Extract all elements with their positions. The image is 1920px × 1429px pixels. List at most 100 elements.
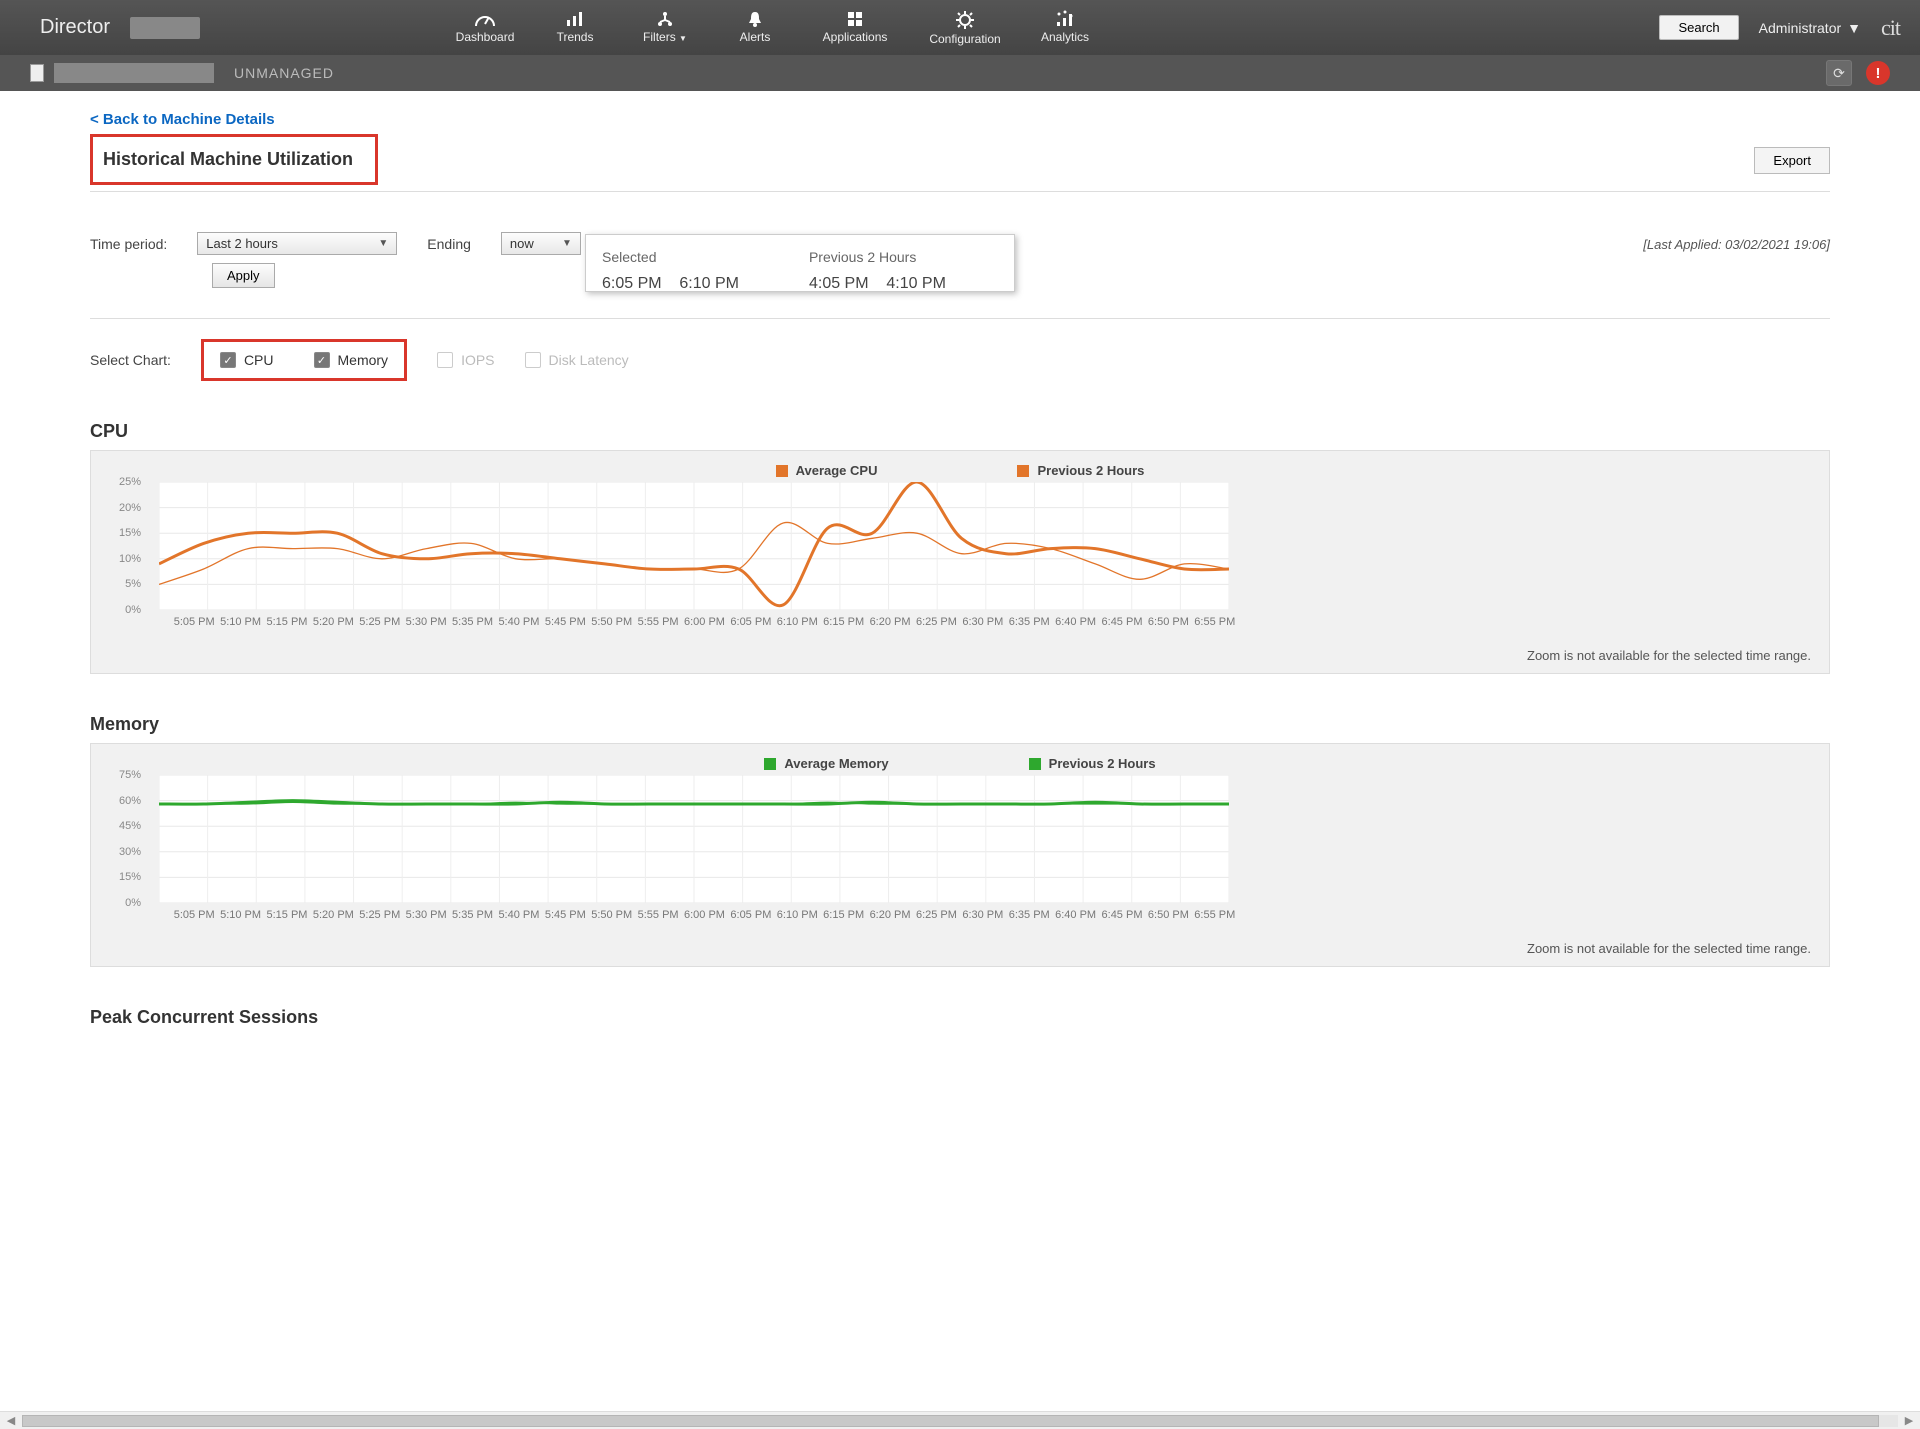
cpu-legend-2: Previous 2 Hours xyxy=(1037,463,1144,478)
caret-down-icon: ▼ xyxy=(562,238,572,249)
x-tick-label: 6:10 PM xyxy=(774,909,820,921)
checkbox-memory[interactable]: ✓ Memory xyxy=(314,352,389,368)
scroll-right-icon[interactable]: ▶ xyxy=(1902,1414,1916,1428)
nav-label: Dashboard xyxy=(456,30,515,44)
x-tick-label: 6:25 PM xyxy=(913,616,959,628)
top-right-group: Search Administrator ▼ cit xyxy=(1659,15,1900,41)
x-tick-label: 5:05 PM xyxy=(171,909,217,921)
x-tick-label: 5:50 PM xyxy=(589,909,635,921)
x-tick-label: 5:05 PM xyxy=(171,616,217,628)
cpu-plot[interactable] xyxy=(159,482,1229,610)
nav-label: Configuration xyxy=(929,32,1000,46)
legend-swatch xyxy=(764,758,776,770)
ending-value: now xyxy=(510,236,534,251)
scroll-left-icon[interactable]: ◀ xyxy=(4,1414,18,1428)
back-link[interactable]: < Back to Machine Details xyxy=(90,111,275,128)
alert-indicator[interactable]: ! xyxy=(1866,61,1890,85)
y-tick-label: 0% xyxy=(105,604,141,616)
x-tick-label: 5:25 PM xyxy=(357,616,403,628)
nav-icon xyxy=(710,10,800,28)
check-icon: ✓ xyxy=(437,352,453,368)
x-tick-label: 5:35 PM xyxy=(449,616,495,628)
x-tick-label: 5:55 PM xyxy=(635,616,681,628)
nav-label: Trends xyxy=(557,30,594,44)
checkbox-iops: ✓ IOPS xyxy=(437,352,494,368)
x-tick-label: 6:25 PM xyxy=(913,909,959,921)
export-button[interactable]: Export xyxy=(1754,147,1830,174)
x-tick-label: 5:15 PM xyxy=(264,909,310,921)
x-tick-label: 6:45 PM xyxy=(1099,909,1145,921)
top-nav: Dashboard Trends Filters ▼ AlertsApplicatio… xyxy=(440,6,1110,50)
checkbox-iops-label: IOPS xyxy=(461,352,494,368)
time-period-select[interactable]: Last 2 hours ▼ xyxy=(197,232,397,255)
peak-sessions-title: Peak Concurrent Sessions xyxy=(90,1007,1830,1028)
x-tick-label: 6:50 PM xyxy=(1145,909,1191,921)
cpu-legend-1: Average CPU xyxy=(796,463,878,478)
x-tick-label: 6:10 PM xyxy=(774,616,820,628)
nav-configuration[interactable]: Configuration xyxy=(910,6,1020,50)
x-tick-label: 5:10 PM xyxy=(217,616,263,628)
divider xyxy=(90,318,1830,319)
x-tick-label: 5:40 PM xyxy=(496,616,542,628)
horizontal-scrollbar[interactable]: ◀ ▶ xyxy=(0,1411,1920,1429)
x-tick-label: 6:30 PM xyxy=(960,909,1006,921)
nav-label: Analytics xyxy=(1041,30,1089,44)
brand-logo-box xyxy=(130,17,200,39)
exclamation-icon: ! xyxy=(1876,65,1881,82)
apply-button[interactable]: Apply xyxy=(212,263,275,288)
nav-trends[interactable]: Trends xyxy=(530,6,620,50)
x-tick-label: 6:00 PM xyxy=(681,909,727,921)
nav-icon xyxy=(800,10,910,28)
x-tick-label: 5:30 PM xyxy=(403,909,449,921)
time-period-value: Last 2 hours xyxy=(206,236,278,251)
y-tick-label: 75% xyxy=(105,769,141,781)
y-tick-label: 15% xyxy=(105,527,141,539)
nav-dashboard[interactable]: Dashboard xyxy=(440,6,530,50)
popup-selected-label: Selected xyxy=(602,249,739,265)
ending-label: Ending xyxy=(427,236,471,252)
ending-select[interactable]: now ▼ xyxy=(501,232,581,255)
nav-icon xyxy=(530,10,620,28)
nav-analytics[interactable]: Analytics xyxy=(1020,6,1110,50)
x-tick-label: 5:20 PM xyxy=(310,616,356,628)
y-tick-label: 0% xyxy=(105,897,141,909)
memory-legend: Average Memory Previous 2 Hours xyxy=(105,756,1815,771)
legend-swatch xyxy=(776,465,788,477)
x-tick-label: 6:50 PM xyxy=(1145,616,1191,628)
machine-sub-bar: UNMANAGED ⟳ ! xyxy=(0,55,1920,91)
x-tick-label: 5:45 PM xyxy=(542,909,588,921)
scroll-track[interactable] xyxy=(22,1415,1898,1427)
scroll-thumb[interactable] xyxy=(22,1415,1879,1427)
y-tick-label: 20% xyxy=(105,502,141,514)
x-tick-label: 6:15 PM xyxy=(820,909,866,921)
popup-sel-time-1: 6:05 PM xyxy=(602,275,662,292)
refresh-button[interactable]: ⟳ xyxy=(1826,60,1852,86)
check-icon: ✓ xyxy=(525,352,541,368)
top-bar: Director DashboardTrendsFilters ▼AlertsA… xyxy=(0,0,1920,55)
time-period-label: Time period: xyxy=(90,236,167,252)
x-tick-label: 6:40 PM xyxy=(1052,909,1098,921)
nav-filters[interactable]: Filters ▼ xyxy=(620,6,710,50)
page-title: Historical Machine Utilization xyxy=(90,134,378,185)
popup-prev-time-1: 4:05 PM xyxy=(809,275,869,292)
nav-label: Filters ▼ xyxy=(643,30,687,44)
x-tick-label: 5:30 PM xyxy=(403,616,449,628)
x-tick-label: 5:10 PM xyxy=(217,909,263,921)
brand-name: Director xyxy=(40,16,110,39)
checkbox-cpu[interactable]: ✓ CPU xyxy=(220,352,274,368)
nav-icon xyxy=(1020,10,1110,28)
memory-plot[interactable] xyxy=(159,775,1229,903)
nav-applications[interactable]: Applications xyxy=(800,6,910,50)
nav-alerts[interactable]: Alerts xyxy=(710,6,800,50)
search-button[interactable]: Search xyxy=(1659,15,1738,40)
time-compare-popup: Selected 6:05 PM 6:10 PM Previous 2 Hour… xyxy=(585,234,1015,292)
x-tick-label: 5:55 PM xyxy=(635,909,681,921)
y-tick-label: 45% xyxy=(105,820,141,832)
memory-chart-title: Memory xyxy=(90,714,1830,735)
nav-icon xyxy=(620,10,710,28)
admin-dropdown[interactable]: Administrator ▼ xyxy=(1759,20,1861,36)
cpu-chart-card: Average CPU Previous 2 Hours 0%5%10%15%2… xyxy=(90,450,1830,674)
x-tick-label: 5:20 PM xyxy=(310,909,356,921)
x-tick-label: 6:45 PM xyxy=(1099,616,1145,628)
memory-line-chart xyxy=(159,775,1229,903)
